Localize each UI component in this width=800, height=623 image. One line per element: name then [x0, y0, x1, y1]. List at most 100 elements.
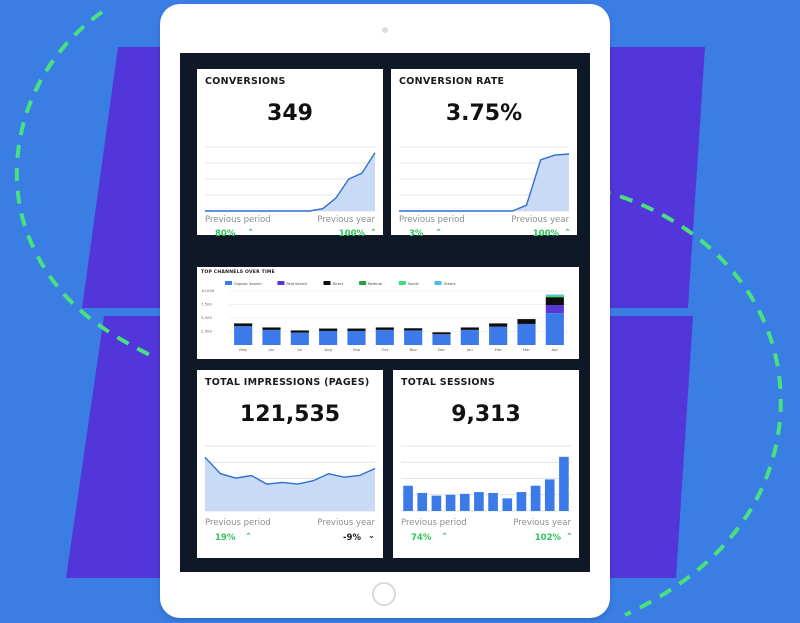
session-bar	[502, 498, 513, 511]
channel-bar-segment	[460, 327, 479, 330]
legend-label: Organic Search	[234, 282, 261, 286]
channel-bar-segment	[347, 328, 366, 331]
channel-bar-segment	[517, 319, 536, 324]
channel-bar-segment	[319, 330, 338, 345]
channel-bar-segment	[545, 295, 564, 297]
session-bar	[431, 495, 442, 511]
area-line	[204, 456, 376, 485]
impressions-card[interactable]: TOTAL IMPRESSIONS (PAGES) 121,535 Previo…	[197, 370, 383, 558]
dashboard-screen: CONVERSIONS 349 Previous period Previous…	[180, 53, 590, 572]
kpi-value: 9,313	[451, 402, 521, 427]
impressions-chart	[204, 445, 376, 512]
previous-period-label: Previous period	[205, 215, 271, 225]
previous-year-label: Previous year	[317, 518, 375, 528]
x-tick-label: Mar	[523, 347, 531, 352]
channel-bar-segment	[290, 332, 309, 345]
card-title: TOP CHANNELS OVER TIME	[201, 270, 276, 275]
previous-year-change: 100%	[338, 229, 365, 239]
chevron-up-icon: ⌃	[565, 532, 573, 542]
channel-bar-segment	[545, 297, 564, 306]
channel-bar-segment	[432, 334, 451, 345]
x-tick-label: Sep	[353, 347, 361, 352]
top-channels-card[interactable]: TOP CHANNELS OVER TIME Organic Search Pai…	[197, 267, 579, 359]
channel-bar-segment	[234, 326, 253, 345]
y-tick-label: 7,500	[201, 302, 212, 307]
x-tick-label: Jun	[268, 347, 276, 352]
chevron-up-icon: ⌃	[563, 228, 571, 238]
channel-bar-segment	[460, 329, 479, 345]
kpi-value: 121,535	[239, 402, 341, 427]
channel-bar-segment	[517, 323, 536, 345]
channel-bar-segment	[375, 329, 394, 345]
legend-label: Social	[408, 282, 419, 286]
area-fill	[205, 457, 375, 511]
legend-label: Referral	[368, 282, 382, 286]
chevron-up-icon: ⌃	[369, 228, 377, 238]
y-tick-label: 10,000	[201, 288, 215, 293]
area-fill	[399, 154, 569, 211]
card-title: CONVERSION RATE	[399, 76, 505, 87]
x-tick-label: Feb	[495, 347, 502, 352]
top-channels-chart: Organic Search Paid Search Direct Referral S…	[201, 281, 569, 352]
legend-swatch	[398, 281, 406, 285]
conversion-rate-chart	[399, 146, 570, 212]
session-bar	[544, 479, 555, 511]
y-tick-label: 5,000	[201, 315, 212, 320]
legend-label: Direct	[333, 282, 344, 286]
channel-bar-segment	[262, 329, 281, 345]
legend-swatch	[225, 281, 232, 285]
previous-year-label: Previous year	[511, 215, 569, 225]
channel-bar-segment	[489, 323, 508, 327]
session-bar	[403, 485, 413, 511]
previous-period-change: 3%	[409, 229, 424, 239]
channel-bar-segment	[432, 332, 451, 335]
home-button[interactable]	[372, 582, 396, 606]
tablet-frame: CONVERSIONS 349 Previous period Previous…	[160, 4, 610, 618]
previous-year-change: -9%	[343, 533, 361, 543]
card-title: CONVERSIONS	[205, 76, 286, 87]
previous-year-label: Previous year	[317, 215, 375, 225]
card-title: TOTAL IMPRESSIONS (PAGES)	[205, 377, 370, 388]
camera-dot	[382, 27, 388, 33]
conversions-chart	[205, 146, 376, 212]
conversions-card[interactable]: CONVERSIONS 349 Previous period Previous…	[197, 69, 383, 239]
session-bar	[459, 493, 470, 511]
x-tick-label: Aug	[324, 347, 332, 352]
x-tick-label: Nov	[409, 347, 417, 352]
previous-year-label: Previous year	[513, 518, 571, 528]
conversion-rate-card[interactable]: CONVERSION RATE 3.75% Previous period Pr…	[391, 69, 577, 239]
sessions-chart	[401, 445, 571, 512]
channel-bar-segment	[545, 294, 564, 296]
previous-period-change: 80%	[215, 229, 236, 239]
session-bar	[417, 492, 428, 511]
chevron-up-icon: ⌃	[247, 228, 255, 238]
previous-period-label: Previous period	[401, 518, 467, 528]
session-bar	[445, 494, 456, 511]
session-bar	[474, 492, 484, 511]
previous-year-change: 102%	[534, 533, 561, 543]
session-bar	[516, 492, 527, 511]
card-title: TOTAL SESSIONS	[401, 377, 496, 388]
kpi-value: 3.75%	[445, 101, 523, 126]
sessions-card[interactable]: TOTAL SESSIONS 9,313 Previous period Pre…	[393, 370, 579, 558]
channel-bar-segment	[404, 328, 423, 331]
y-tick-label: 2,500	[201, 329, 212, 334]
area-line	[205, 152, 376, 212]
legend-swatch	[277, 281, 285, 285]
session-bar	[488, 492, 498, 511]
area-line	[399, 153, 570, 212]
legend-label: Paid Search	[286, 282, 307, 286]
session-bar	[559, 456, 569, 511]
previous-year-change: 100%	[532, 229, 559, 239]
channel-bar-segment	[262, 327, 281, 330]
legend-swatch	[323, 281, 331, 285]
channel-bar-segment	[545, 305, 564, 314]
chevron-up-icon: ⌃	[441, 532, 449, 542]
legend-swatch	[434, 281, 442, 285]
x-tick-label: Jan	[466, 347, 473, 352]
chevron-down-icon: ⌄	[367, 531, 375, 541]
previous-period-label: Previous period	[399, 215, 465, 225]
channel-bar-segment	[489, 326, 508, 345]
chevron-up-icon: ⌃	[245, 532, 253, 542]
x-tick-label: Oct	[382, 347, 389, 352]
